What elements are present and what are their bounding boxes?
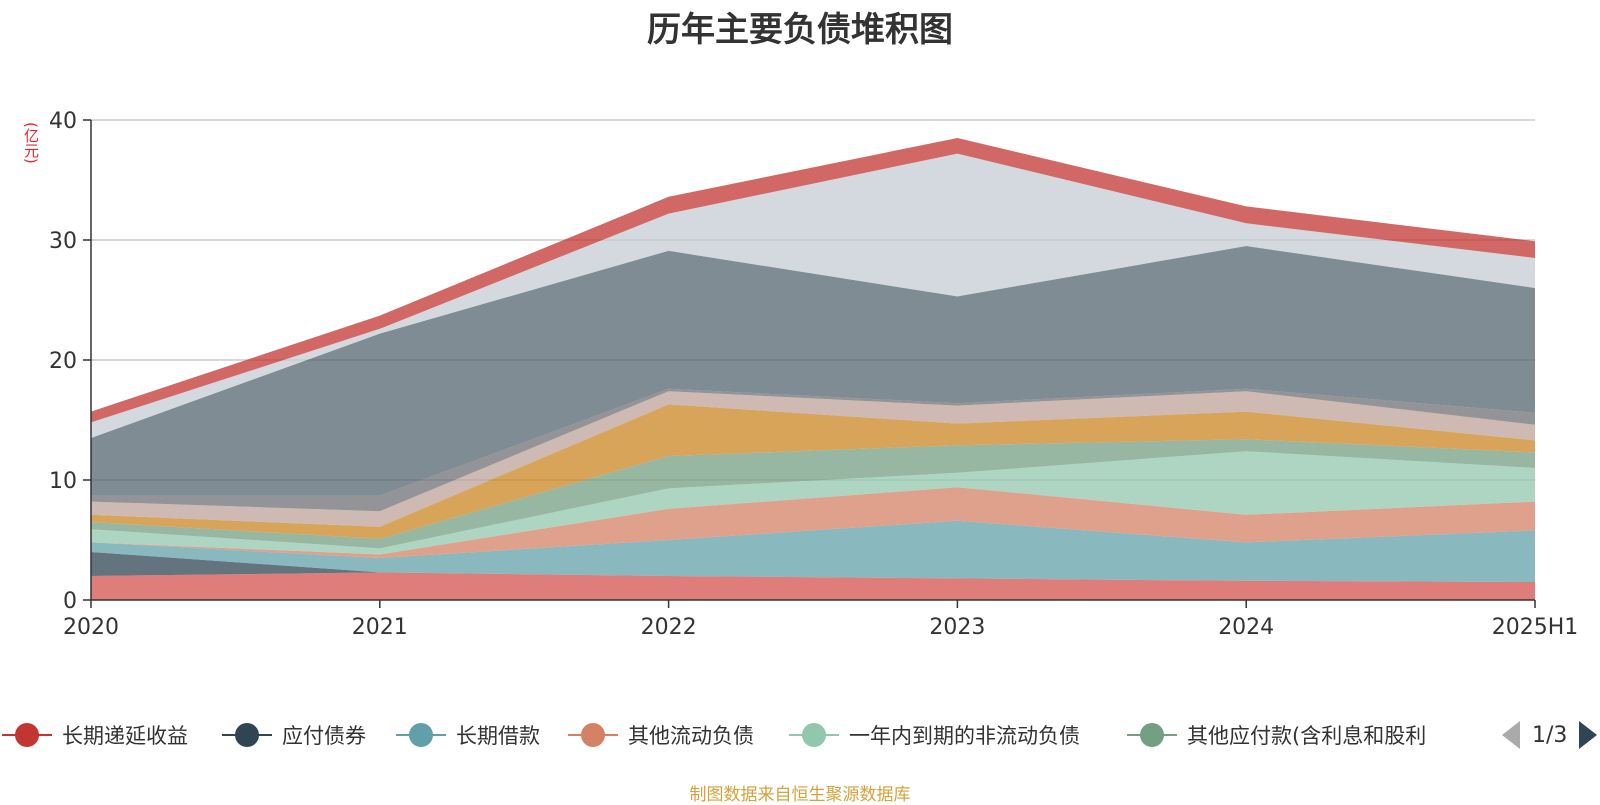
x-tick-label: 2022 <box>641 615 697 640</box>
legend-marker-icon <box>396 720 446 750</box>
area-series <box>91 487 1535 558</box>
legend-pager: 1/3 <box>1502 718 1598 752</box>
legend-item[interactable]: 应付债券 <box>222 718 366 752</box>
x-tick-label: 2020 <box>63 615 119 640</box>
y-tick-label: 30 <box>49 229 77 254</box>
triangle-right-icon[interactable] <box>1579 721 1598 749</box>
legend-item[interactable]: 长期递延收益 <box>2 718 188 752</box>
legend-label: 长期递延收益 <box>62 724 188 748</box>
legend-label: 其他流动负债 <box>628 724 754 748</box>
chart-title: 历年主要负债堆积图 <box>647 10 953 50</box>
area-series <box>91 388 1535 512</box>
x-tick-label: 2024 <box>1218 615 1274 640</box>
legend-marker-icon <box>222 720 272 750</box>
axes: 0 10 20 30 40 2020 2021 2022 2023 2024 2025H1 <box>49 109 1578 640</box>
y-tick-label: 10 <box>49 469 77 494</box>
x-tick-label: 2023 <box>929 615 985 640</box>
legend-label: 其他应付款(含利息和股利 <box>1187 724 1427 748</box>
legend-page-indicator: 1/3 <box>1532 722 1568 748</box>
area-series <box>91 520 1535 582</box>
legend-marker-icon <box>2 720 52 750</box>
triangle-left-icon[interactable] <box>1502 721 1520 749</box>
x-tick-label: 2021 <box>352 615 408 640</box>
area-series <box>91 572 1535 600</box>
area-series <box>91 439 1535 549</box>
area-series-layer <box>91 138 1535 600</box>
legend-item[interactable]: 其他应付款(含利息和股利 <box>1127 718 1426 752</box>
x-tick-label: 2025H1 <box>1492 615 1579 640</box>
area-series <box>91 451 1535 555</box>
y-tick-label: 0 <box>63 589 77 614</box>
y-axis-unit-label: (亿元) <box>22 122 40 164</box>
legend-item[interactable]: 一年内到期的非流动负债 <box>789 718 1080 752</box>
legend-label: 长期借款 <box>456 724 540 748</box>
legend-label: 一年内到期的非流动负债 <box>849 724 1080 748</box>
legend-item[interactable]: 长期借款 <box>396 718 540 752</box>
legend-item[interactable]: 其他流动负债 <box>568 718 754 752</box>
legend-label: 应付债券 <box>282 724 366 748</box>
area-series <box>91 404 1535 539</box>
y-tick-label: 40 <box>49 109 77 134</box>
legend-marker-icon <box>789 720 839 750</box>
legend-marker-icon <box>1127 720 1177 750</box>
area-series <box>91 391 1535 527</box>
area-series <box>91 246 1535 496</box>
source-note: 制图数据来自恒生聚源数据库 <box>689 785 911 805</box>
legend-marker-icon <box>568 720 618 750</box>
area-series <box>91 153 1535 438</box>
stacked-area-chart: 0 10 20 30 40 2020 2021 2022 2023 2024 2025H1 <box>49 109 1578 640</box>
y-tick-label: 20 <box>49 349 77 374</box>
